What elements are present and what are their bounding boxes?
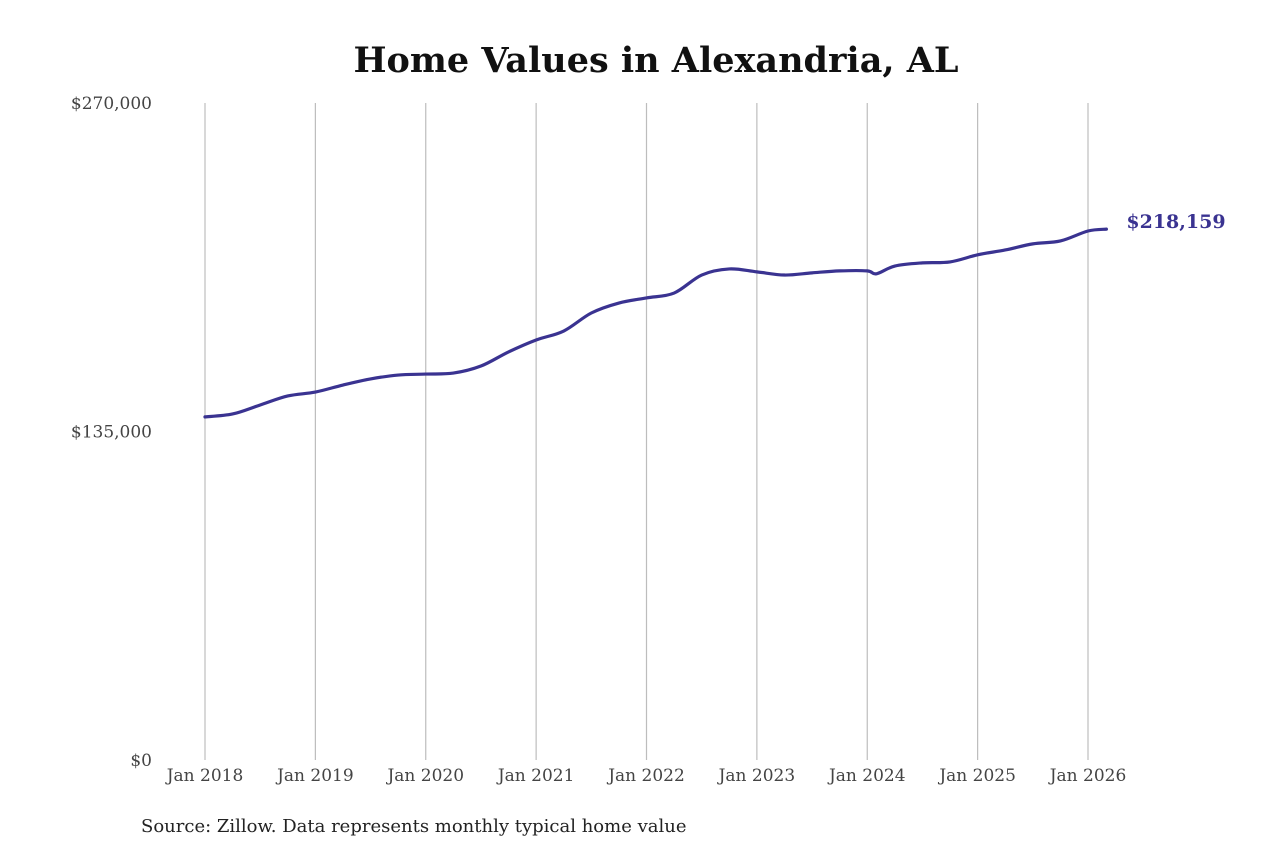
x-tick-label: Jan 2022 <box>606 766 685 786</box>
x-tick-label: Jan 2023 <box>717 766 796 786</box>
x-tick-label: Jan 2021 <box>496 766 575 786</box>
x-tick-label: Jan 2024 <box>827 766 906 786</box>
y-tick-label: $135,000 <box>71 423 152 443</box>
series-line <box>203 227 1108 419</box>
end-value-label: $218,159 <box>1126 211 1225 233</box>
y-tick-label: $0 <box>130 751 152 771</box>
x-tick-label: Jan 2025 <box>937 766 1016 786</box>
x-tick-label: Jan 2018 <box>165 766 244 786</box>
y-tick-label: $270,000 <box>71 94 152 114</box>
x-tick-label: Jan 2020 <box>385 766 464 786</box>
chart-title: Home Values in Alexandria, AL <box>353 40 959 81</box>
x-tick-label: Jan 2026 <box>1048 766 1127 786</box>
source-note: Source: Zillow. Data represents monthly … <box>141 816 687 837</box>
x-tick-label: Jan 2019 <box>275 766 354 786</box>
